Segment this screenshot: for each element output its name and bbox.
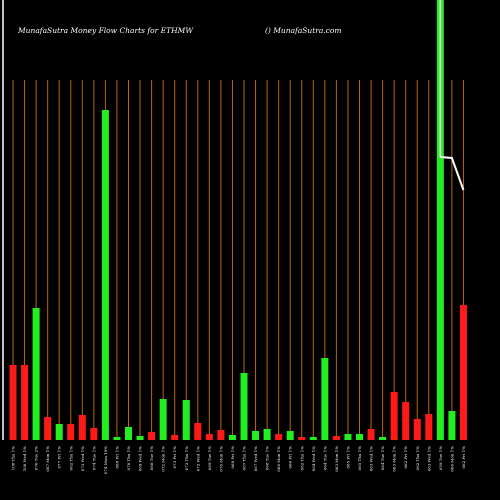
bar [148,432,156,440]
x-tick-label: 063 Wed 1% [426,446,431,471]
x-tick-label: 063 Wed 1% [369,446,374,471]
x-tick-label: 070 Mon 1% [218,446,223,472]
x-tick-label: 066 Mon 1% [449,446,454,472]
bar [286,431,294,440]
bar [21,365,29,440]
bar [263,429,271,440]
bar [436,0,444,440]
bar [55,424,63,440]
x-tick-label: 072 Mon 1% [161,446,166,472]
bar [356,434,363,440]
x-tick-label: 108 Wed 1% [22,446,27,471]
bar [321,358,329,440]
x-tick-label: 067 Thu 1% [242,446,247,471]
bar [9,365,17,440]
bar [332,436,340,440]
x-tick-label: 108 Thu 1% [11,446,16,471]
bar [136,436,144,440]
x-tick-label: 069 Wed 1% [138,446,143,471]
bar [344,434,352,440]
bar [205,434,213,440]
bar [78,415,86,440]
x-tick-label: 065 Thu 1% [357,446,362,471]
x-tick-label: 077 Fri 1% [57,446,62,469]
x-tick-label: 059 Tue 1% [438,446,443,470]
x-tick-label: 074 Tue 1% [91,446,96,470]
bar [67,424,75,440]
x-tick-label: 066 Mon 1% [276,446,281,472]
x-tick-label: 062 Fri 1% [461,446,466,469]
x-tick-label: 064 Tue 1% [322,446,327,470]
x-tick-label: 064 Wed 1% [311,446,316,471]
bar [252,431,260,440]
price-line [440,156,465,191]
bar [194,423,202,440]
bar [32,308,40,440]
x-tick-label: 066 Fri 1% [288,446,293,469]
bar [425,414,433,440]
x-tick-label: 074 Mon 19% [103,446,108,474]
bar [367,429,375,440]
x-tick-label: 073 Wed 1% [80,446,85,471]
x-tick-label: 063 Mon 1% [392,446,397,472]
x-tick-label: 068 Tue 1% [149,446,154,470]
bar [390,392,398,440]
x-tick-label: 068 Fri 1% [114,446,119,469]
x-tick-label: 062 Thu 1% [415,446,420,471]
bar [159,399,167,440]
x-tick-label: 069 Tue 1% [207,446,212,470]
x-tick-label: 078 Thu 1% [126,446,131,471]
bar [113,437,121,440]
bar [125,427,132,440]
bar [101,110,109,440]
bar [171,435,179,440]
x-tick-label: 087 Mon 1% [45,446,50,472]
x-tick-label: 073 Fri 1% [172,446,177,469]
x-tick-label: 068 Fri 1% [230,446,235,469]
bar [90,428,98,440]
x-tick-label: 064 Tue 1% [380,446,385,470]
bar [240,373,248,440]
x-tick-label: 068 Tue 1% [265,446,270,470]
x-tick-label: 062 Thu 1% [299,446,304,471]
chart-subtitle: () MunafaSutra.com [265,26,342,35]
bar [44,417,52,440]
x-tick-label: 062 Thu 1% [68,446,73,471]
x-tick-label: 076 Tue 2% [34,446,39,470]
x-tick-label: 065 Fri 1% [345,446,350,469]
x-tick-label: 062 Fri 1% [403,446,408,469]
x-tick-label: 072 Wed 1% [195,446,200,471]
bar [298,437,306,440]
bar [379,437,387,440]
bar [448,411,456,440]
bar [413,419,421,440]
bar [459,305,467,440]
x-tick-label: 063 Mon 1% [334,446,339,472]
bar [402,402,410,440]
chart-title: MunafaSutra Money Flow Charts for ETHMW [17,26,194,35]
x-tick-label: 073 Thu 1% [184,446,189,471]
bar [217,430,225,440]
bar [275,434,283,440]
bar [309,437,317,440]
x-tick-label: 067 Wed 1% [253,446,258,471]
bar [182,400,190,440]
bar [228,435,236,440]
